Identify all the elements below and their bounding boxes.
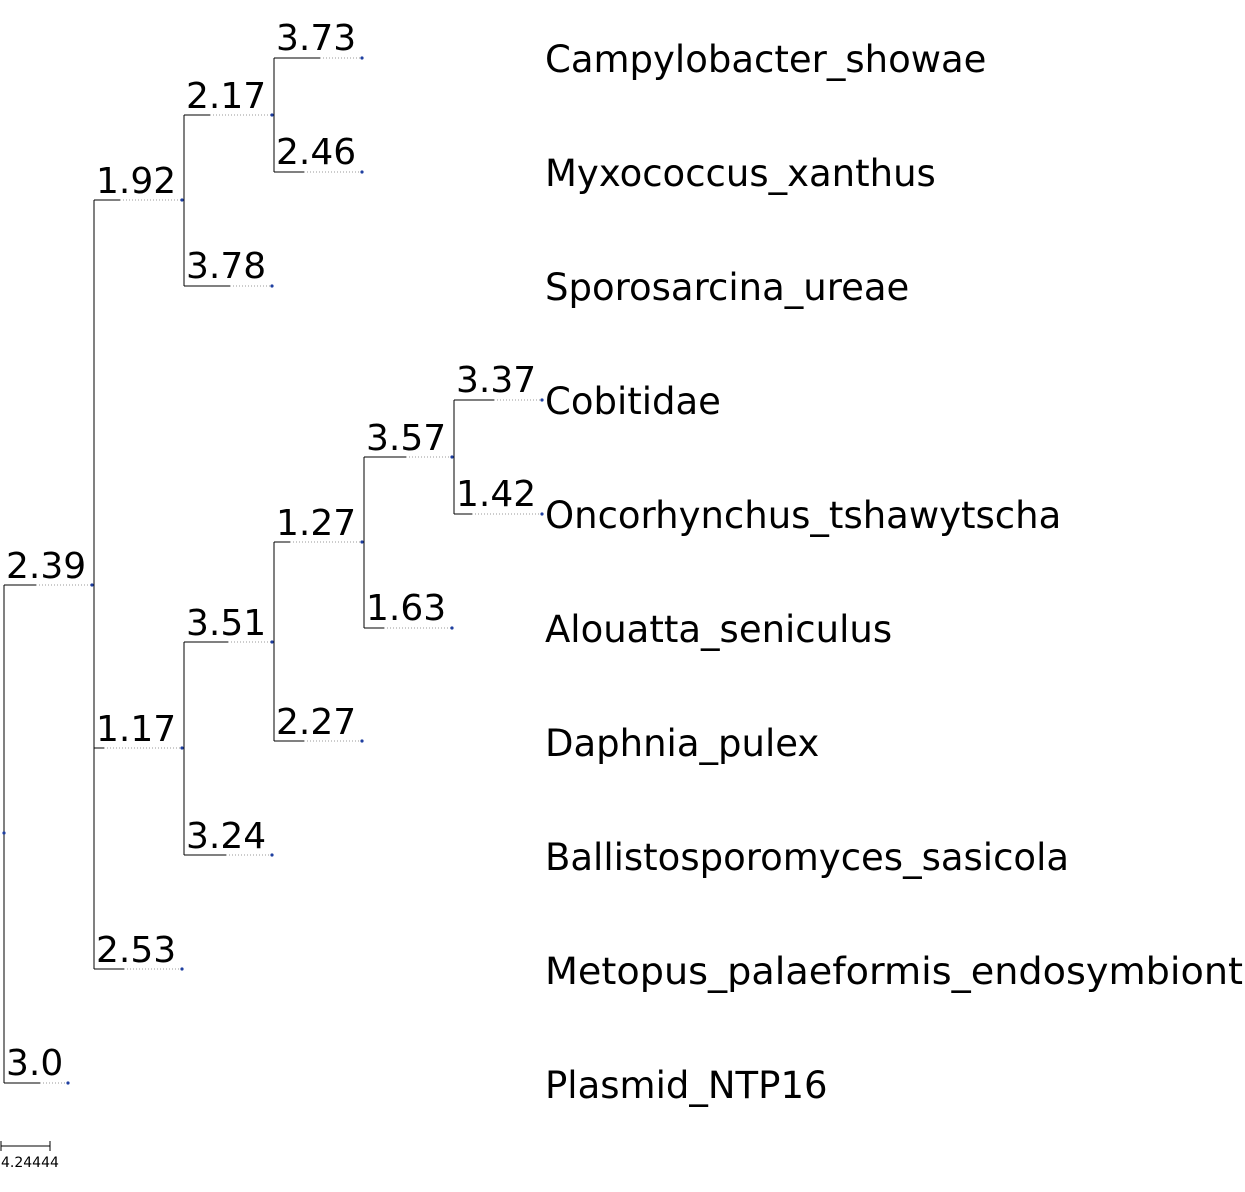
- branch-label-top-upper: 1.92: [96, 161, 176, 202]
- branch-label-metopus: 2.53: [96, 930, 176, 971]
- scale-bar-label: 4.24444: [1, 1155, 59, 1171]
- branch-length-labels: 2.39 3.0 1.92 1.17 2.53 2.17 3.78 3.73 2…: [6, 18, 536, 1084]
- leaf-label: Daphnia_pulex: [545, 722, 819, 765]
- scale-bar: 4.24444: [0, 1141, 59, 1171]
- leaf-label: Cobitidae: [545, 380, 721, 423]
- branch-label-top-mid: 1.17: [96, 709, 176, 750]
- leaf-label: Metopus_palaeformis_endosymbiont: [545, 950, 1243, 993]
- branch-label-mid-deep: 1.27: [276, 503, 356, 544]
- branch-label-root-top: 2.39: [6, 546, 86, 587]
- leaf-label: Alouatta_seniculus: [545, 608, 892, 651]
- leaf-label: Ballistosporomyces_sasicola: [545, 836, 1069, 879]
- branch-label-alouatta: 1.63: [366, 588, 446, 629]
- branch-label-ballisto: 3.24: [186, 816, 266, 857]
- branch-label-mid-inner: 3.51: [186, 603, 266, 644]
- branch-label-oncorhynchus: 1.42: [456, 474, 536, 515]
- node-dots: [2, 56, 544, 1085]
- leaf-label: Campylobacter_showae: [545, 38, 986, 81]
- leaf-label: Plasmid_NTP16: [545, 1064, 828, 1107]
- tree-branches: [3, 57, 542, 1084]
- leaf-label: Sporosarcina_ureae: [545, 266, 909, 309]
- branch-label-campylobacter: 3.73: [276, 18, 356, 59]
- branch-label-deep-inner: 3.57: [366, 418, 446, 459]
- branch-label-cobitidae: 3.37: [456, 360, 536, 401]
- branch-label-daphnia: 2.27: [276, 702, 356, 743]
- branch-label-myxococcus: 2.46: [276, 132, 356, 173]
- leaf-label: Myxococcus_xanthus: [545, 152, 936, 195]
- branch-label-upper-inner: 2.17: [186, 76, 266, 117]
- leaf-labels: Campylobacter_showae Myxococcus_xanthus …: [545, 38, 1243, 1107]
- leaf-label: Oncorhynchus_tshawytscha: [545, 494, 1061, 537]
- branch-label-sporosarcina: 3.78: [186, 246, 266, 287]
- branch-label-plasmid: 3.0: [6, 1043, 63, 1084]
